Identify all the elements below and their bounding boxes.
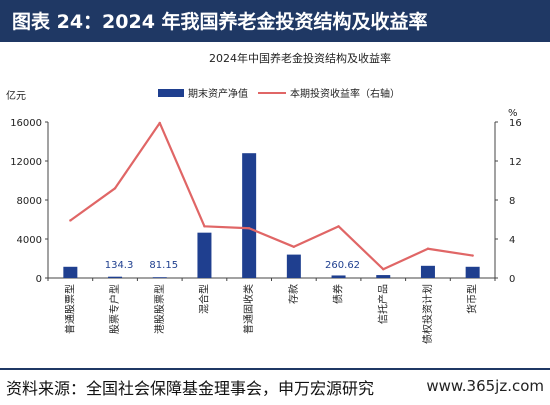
left-axis-tick-label: 0 (36, 274, 42, 285)
return-point (203, 225, 206, 228)
chart-title: 2024年中国养老金投资结构及收益率 (209, 51, 391, 65)
bar-data-label: 134.3 (105, 260, 134, 271)
legend-bar-swatch (158, 89, 184, 97)
bar (108, 276, 123, 278)
return-point (382, 268, 385, 271)
left-axis-tick-label: 16000 (10, 118, 42, 129)
x-tick-label: 信托产品 (376, 284, 389, 324)
right-axis-tick-label: 4 (509, 235, 515, 246)
bar (197, 232, 212, 278)
return-point (471, 254, 474, 257)
bar (152, 277, 167, 278)
x-tick-label: 债券 (332, 284, 345, 304)
left-axis-tick-label: 8000 (17, 196, 42, 207)
left-axis-tick-label: 12000 (10, 157, 42, 168)
return-point (158, 121, 161, 125)
x-tick-label: 存款 (287, 284, 300, 304)
bar (242, 153, 257, 278)
return-point (337, 225, 340, 228)
x-labels: 普通股票型 股票专户型 港股股票型 混合型 普通固收类 存款 债券 信托产品 债权投资计划 货币型 (63, 284, 478, 344)
return-line (69, 121, 473, 271)
legend-bar-label: 期末资产净值 (188, 87, 248, 100)
x-tick-label: 混合型 (197, 284, 210, 314)
source-note: 资料来源：全国社会保障基金理事会，申万宏源研究 (6, 379, 375, 398)
return-point (292, 245, 296, 248)
bar (286, 254, 301, 278)
x-tick-label: 股票专户型 (108, 284, 121, 334)
header-title: 图表 24：2024 年我国养老金投资结构及收益率 (12, 11, 428, 33)
bar-data-label: 81.15 (149, 260, 178, 271)
bar (465, 266, 480, 278)
line-series (69, 121, 474, 271)
bar-data-label: 260.62 (325, 260, 360, 271)
right-axis-tick-label: 8 (509, 196, 515, 207)
bar (376, 275, 391, 278)
legend-line-label: 本期投资收益率（右轴） (290, 87, 400, 100)
left-axis-tick-label: 4000 (17, 235, 42, 246)
chart: 2024年中国养老金投资结构及收益率 期末资产净值 本期投资收益率（右轴） 亿元… (6, 51, 522, 344)
right-axis-tick-label: 0 (509, 274, 515, 285)
x-tick-label: 普通固收类 (242, 284, 255, 334)
axes: 0 4000 8000 12000 16000 0 4 8 12 16 (10, 118, 522, 285)
bar (420, 265, 435, 278)
return-point (426, 247, 430, 250)
bar (63, 266, 78, 278)
x-tick-label: 普通股票型 (63, 284, 76, 334)
bars (63, 153, 480, 278)
watermark: www.365jz.com (426, 377, 544, 395)
header-band: 图表 24：2024 年我国养老金投资结构及收益率 (0, 0, 550, 42)
x-tick-label: 货币型 (466, 284, 479, 314)
footer-divider (0, 368, 550, 370)
x-tick-label: 港股股票型 (153, 284, 166, 334)
right-axis-tick-label: 12 (509, 157, 522, 168)
return-point (113, 187, 117, 190)
return-point (247, 227, 251, 230)
right-axis-tick-label: 16 (509, 118, 522, 129)
return-point (69, 219, 72, 222)
right-axis-unit: % (508, 108, 518, 119)
left-axis-unit: 亿元 (6, 89, 26, 102)
x-tick-label: 债权投资计划 (421, 284, 434, 344)
bar-labels: 134.3 81.15 260.62 (105, 260, 360, 271)
bar (331, 275, 346, 278)
